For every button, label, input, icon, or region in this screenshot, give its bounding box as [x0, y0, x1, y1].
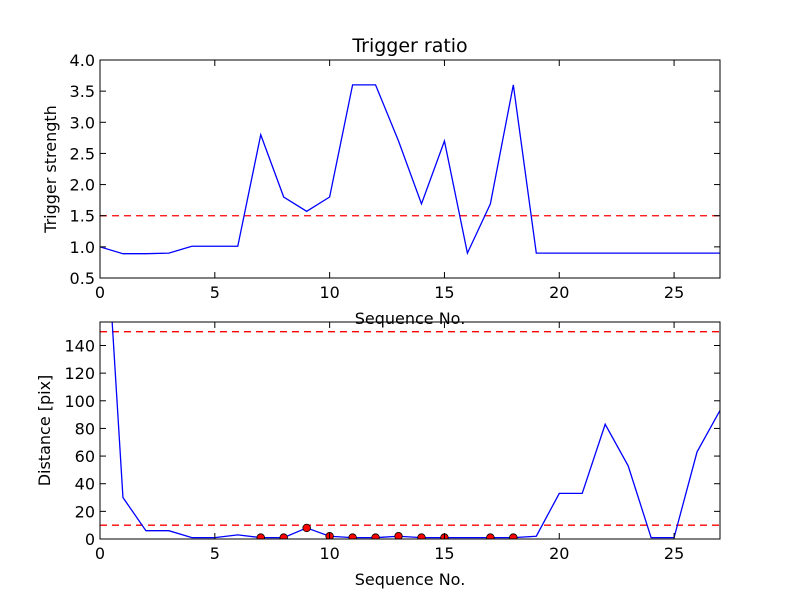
- plot2-y-tick-label: 60: [75, 447, 95, 466]
- plot2-frame: [99, 321, 721, 540]
- plot2-y-tick-label: 40: [75, 475, 95, 494]
- plot1-x-tick-label: 0: [95, 283, 105, 302]
- plot2-y-tick-label: 20: [75, 502, 95, 521]
- plot2-y-tick-label: 140: [64, 336, 95, 355]
- plot1-y-tick-label: 0.5: [70, 269, 95, 288]
- plot2-x-tick-label: 10: [319, 544, 339, 563]
- plot1-x-axis-label: Sequence No.: [355, 309, 466, 328]
- plot2-marker-point: [256, 533, 265, 539]
- plot1-x-tick-label: 25: [664, 283, 684, 302]
- plot2-y-tick-label: 120: [64, 364, 95, 383]
- plot2-data-area: [100, 322, 720, 539]
- plot1-y-tick-label: 2.0: [70, 176, 95, 195]
- plot2-marker-point: [348, 533, 357, 539]
- plot1-x-tick-label: 10: [319, 283, 339, 302]
- plot2-marker-point: [509, 533, 518, 539]
- plot2-x-tick-label: 25: [664, 544, 684, 563]
- plot2-series-line-1: [111, 322, 720, 539]
- plot1-y-tick-label: 3.0: [70, 113, 95, 132]
- plot1-frame: [99, 59, 721, 279]
- plot2-marker-point: [486, 533, 495, 539]
- plot1-title: Trigger ratio: [351, 35, 467, 57]
- plot1-y-axis-label: Trigger strength: [41, 105, 60, 234]
- plot1-y-tick-label: 4.0: [70, 51, 95, 70]
- plot2-y-tick-label: 80: [75, 419, 95, 438]
- plot2-marker-point: [302, 523, 311, 533]
- plot1-data-area: [100, 84, 720, 256]
- plot2-x-tick-label: 20: [549, 544, 569, 563]
- plot1-y-tick-label: 1.5: [70, 207, 95, 226]
- plot2-y-tick-label: 0: [85, 530, 95, 549]
- plot2-x-axis-label: Sequence No.: [355, 570, 466, 589]
- plot1-x-tick-label: 5: [210, 283, 220, 302]
- plot2-y-axis-label: Distance [pix]: [35, 375, 54, 487]
- plot2-y-tick-label: 100: [64, 392, 95, 411]
- plot1-y-tick-label: 2.5: [70, 144, 95, 163]
- plot2-x-tick-label: 5: [210, 544, 220, 563]
- plot2-marker-point: [279, 533, 288, 539]
- plot2-marker-point: [371, 533, 380, 539]
- plot1-x-tick-label: 20: [549, 283, 569, 302]
- plot1-x-tick-label: 15: [434, 283, 454, 302]
- plot2-marker-point: [394, 532, 403, 539]
- plot2-marker-point: [417, 533, 426, 539]
- plot1-y-tick-label: 1.0: [70, 238, 95, 257]
- plot1-series-line-1: [100, 84, 720, 256]
- plot1-y-tick-label: 3.5: [70, 82, 95, 101]
- plot2-x-tick-label: 0: [95, 544, 105, 563]
- plot2-x-tick-label: 15: [434, 544, 454, 563]
